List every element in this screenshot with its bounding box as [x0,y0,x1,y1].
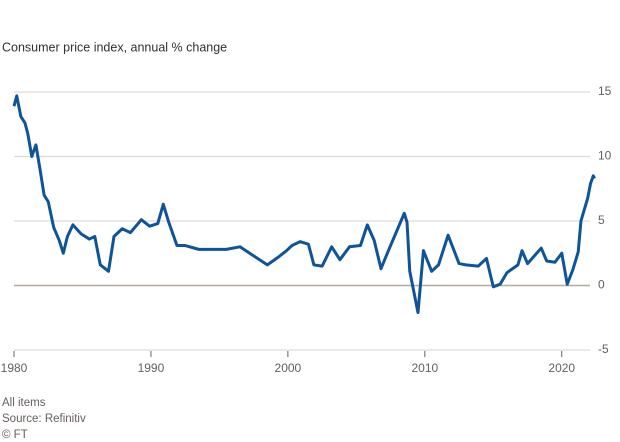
x-tick-label: 2000 [275,361,302,375]
note: All items [2,397,46,409]
y-tick-label: 5 [598,213,605,227]
x-tick-label: 1990 [138,361,165,375]
source: Source: Refinitiv [2,413,86,425]
x-tick-label: 2010 [411,361,438,375]
x-tick-label: 1980 [1,361,28,375]
chart-subtitle: Consumer price index, annual % change [2,40,227,54]
credit: © FT [2,429,28,441]
y-tick-label: -5 [598,342,609,356]
y-tick-label: 10 [598,149,612,163]
y-tick-label: 15 [598,84,612,98]
y-tick-label: 0 [598,278,605,292]
x-tick-label: 2020 [548,361,575,375]
cpi-line [12,94,596,315]
